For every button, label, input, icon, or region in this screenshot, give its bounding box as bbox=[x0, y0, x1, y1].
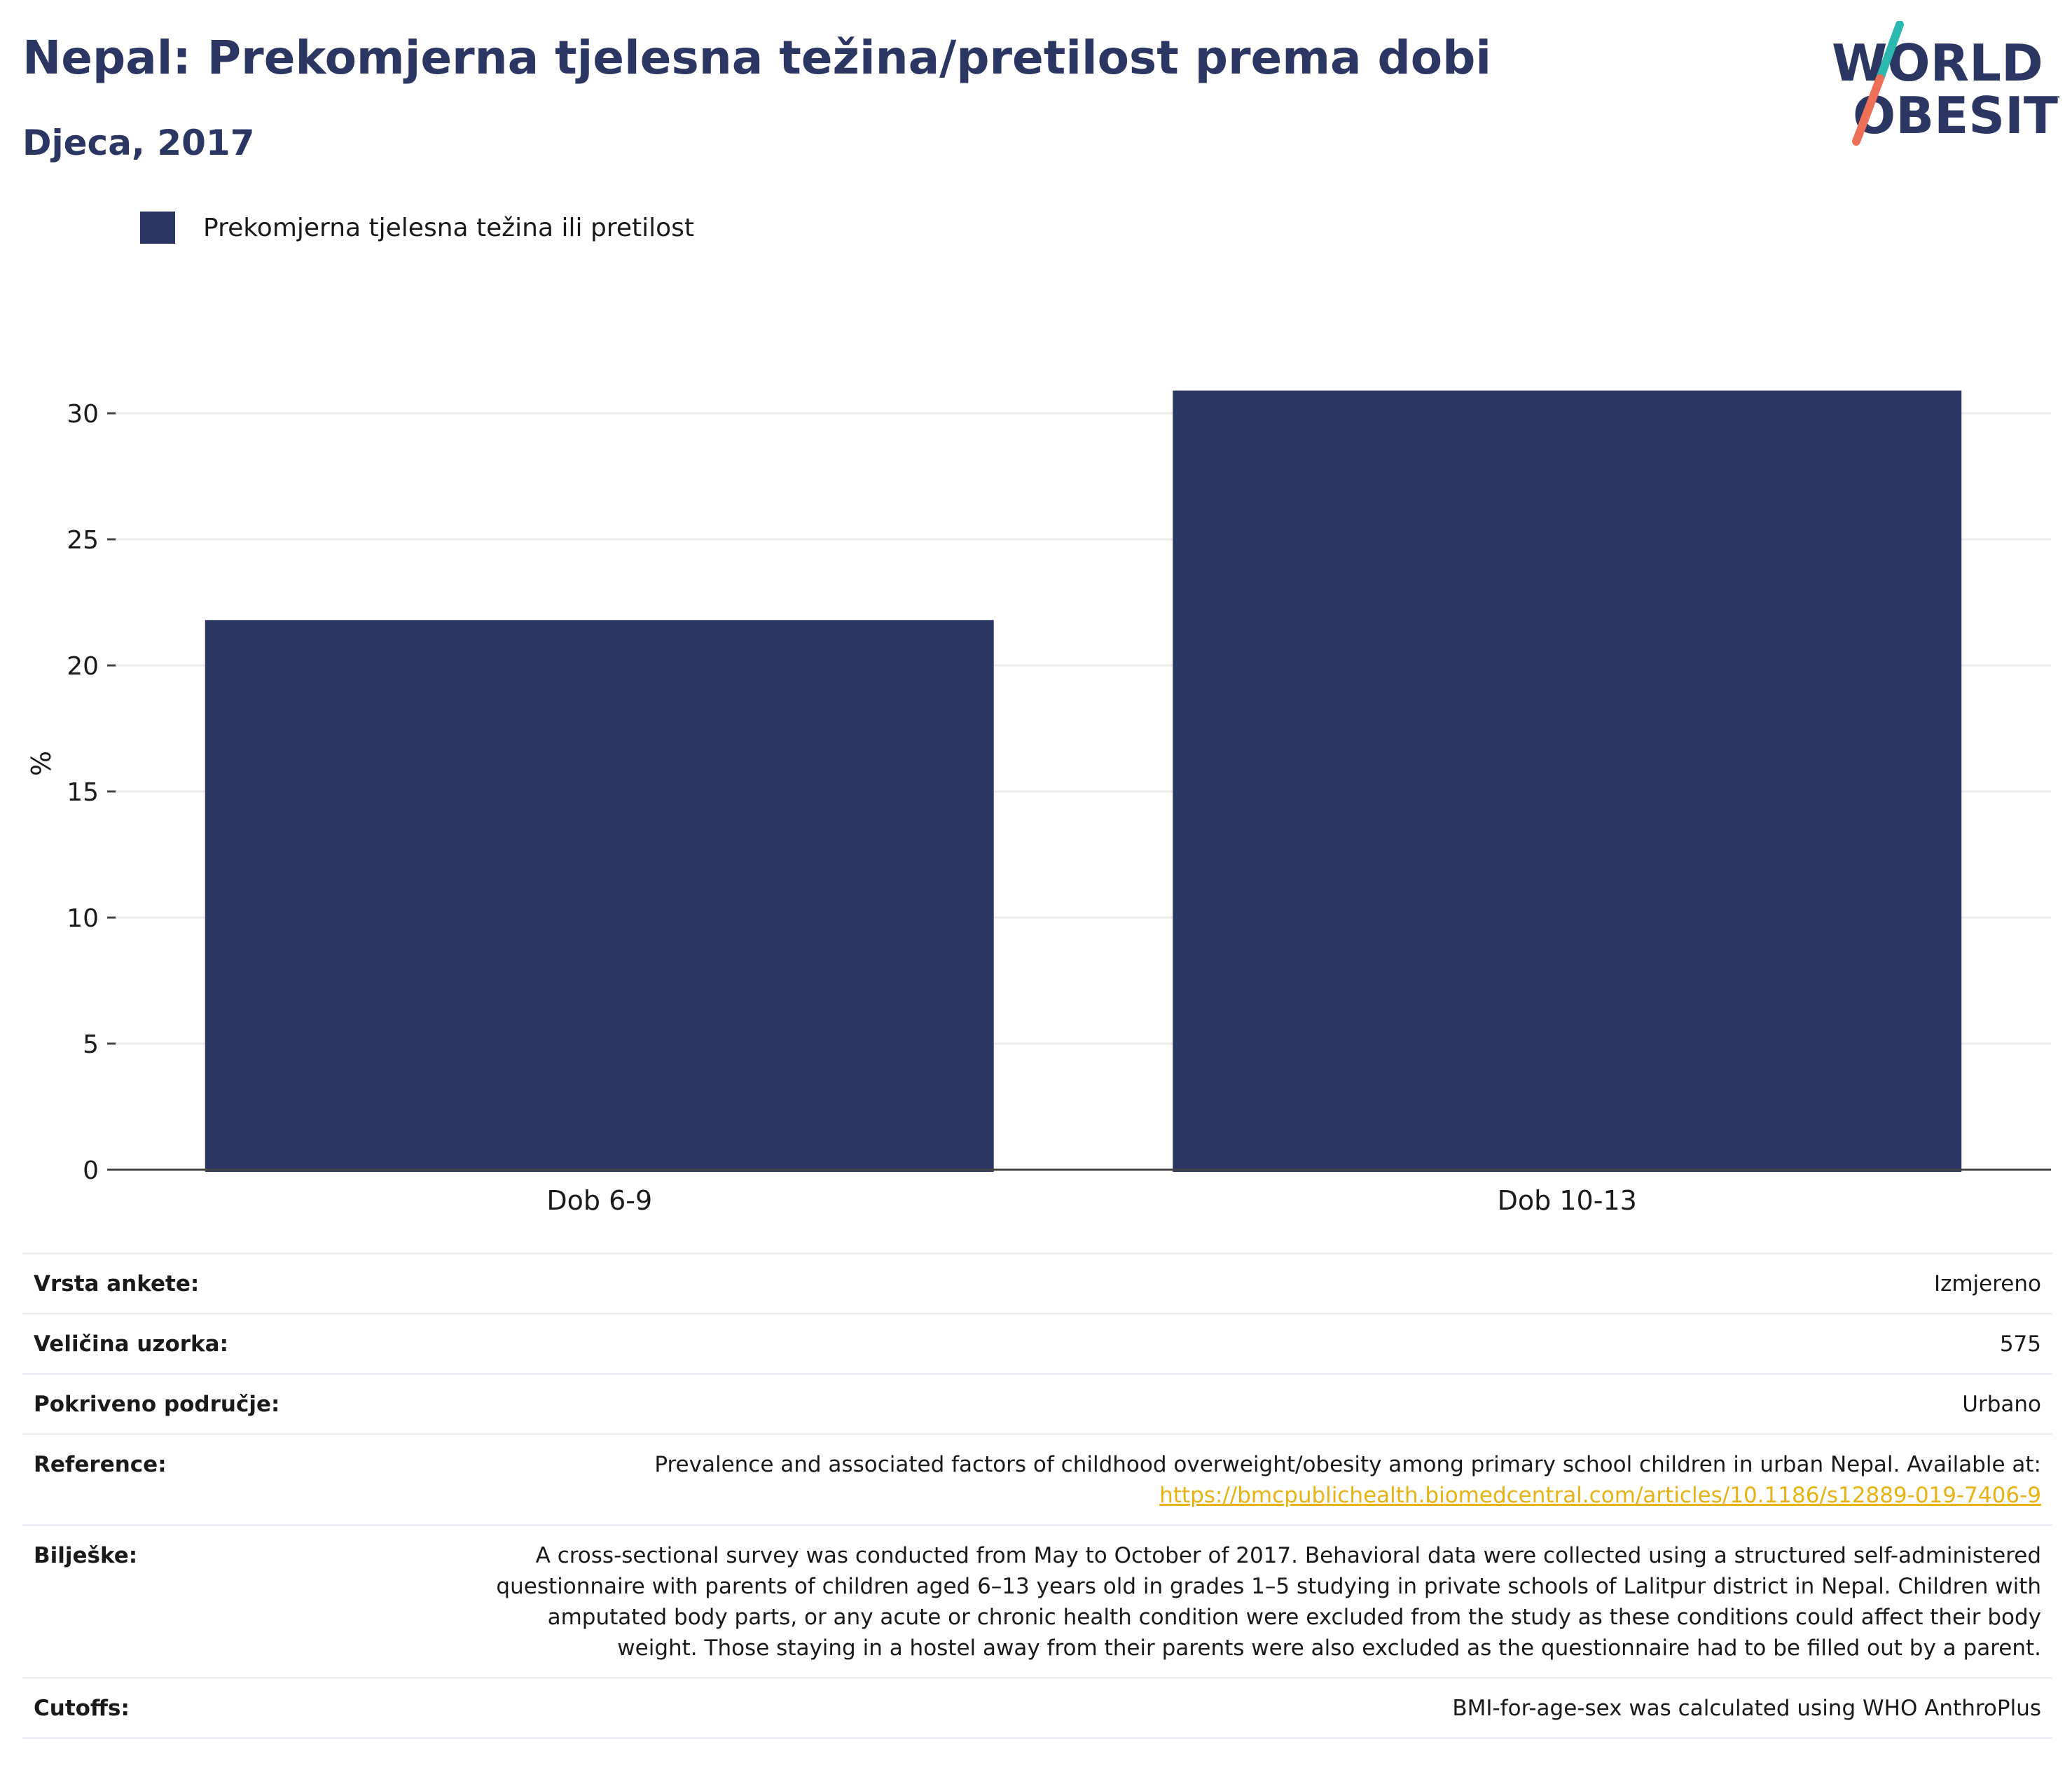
info-value: BMI-for-age-sex was calculated using WHO… bbox=[465, 1677, 2052, 1739]
bar-chart: 0 5 10 15 20 25 30 Dob 6-9 Dob 10-13 % bbox=[26, 390, 2051, 1216]
bar bbox=[205, 620, 994, 1172]
info-row-survey-type: Vrsta ankete: Izmjereno bbox=[22, 1252, 2052, 1314]
info-row-cutoffs: Cutoffs: BMI-for-age-sex was calculated … bbox=[22, 1677, 2052, 1739]
info-label: Bilješke: bbox=[22, 1524, 465, 1678]
chart-bars bbox=[205, 390, 1962, 1172]
info-value: Prevalence and associated factors of chi… bbox=[465, 1433, 2052, 1526]
legend-label: Prekomjerna tjelesna težina ili pretilos… bbox=[203, 213, 694, 242]
y-tick-label: 25 bbox=[67, 526, 99, 555]
logo-word-2: OBESITY bbox=[1853, 86, 2059, 145]
info-label: Pokriveno područje: bbox=[22, 1373, 465, 1434]
info-value: Izmjereno bbox=[465, 1252, 2052, 1314]
info-label: Vrsta ankete: bbox=[22, 1252, 465, 1314]
reference-text: Prevalence and associated factors of chi… bbox=[654, 1452, 2041, 1477]
info-row-reference: Reference: Prevalence and associated fac… bbox=[22, 1433, 2052, 1526]
info-label: Reference: bbox=[22, 1433, 465, 1526]
x-tick-label: Dob 10-13 bbox=[1498, 1185, 1637, 1216]
page-title: Nepal: Prekomjerna tjelesna težina/preti… bbox=[22, 31, 1492, 85]
bar bbox=[1173, 390, 1962, 1172]
x-tick-label: Dob 6-9 bbox=[546, 1185, 652, 1216]
logo-slash-teal bbox=[1876, 21, 1904, 83]
y-tick-label: 20 bbox=[67, 652, 99, 681]
y-tick-label: 0 bbox=[83, 1156, 99, 1185]
info-row-sample-size: Veličina uzorka: 575 bbox=[22, 1313, 2052, 1374]
info-label: Veličina uzorka: bbox=[22, 1313, 465, 1374]
world-obesity-logo: WORLD OBESITY bbox=[1832, 21, 2059, 146]
survey-info-table: Vrsta ankete: Izmjereno Veličina uzorka:… bbox=[22, 1252, 2052, 1739]
y-axis-label: % bbox=[26, 751, 57, 776]
logo-slash-coral bbox=[1852, 74, 1884, 146]
y-tick-label: 30 bbox=[67, 400, 99, 429]
y-tick-label: 5 bbox=[83, 1030, 99, 1059]
legend-swatch bbox=[140, 212, 175, 244]
chart-legend: Prekomjerna tjelesna težina ili pretilos… bbox=[140, 209, 694, 247]
info-row-notes: Bilješke: A cross-sectional survey was c… bbox=[22, 1524, 2052, 1678]
logo-word-1: WORLD bbox=[1832, 34, 2043, 92]
y-tick-label: 15 bbox=[67, 778, 99, 807]
info-value: Urbano bbox=[465, 1373, 2052, 1434]
info-label: Cutoffs: bbox=[22, 1677, 465, 1739]
y-tick-label: 10 bbox=[67, 904, 99, 933]
info-value: 575 bbox=[465, 1313, 2052, 1374]
chart-axes: 0 5 10 15 20 25 30 Dob 6-9 Dob 10-13 bbox=[67, 400, 2051, 1216]
info-row-area: Pokriveno područje: Urbano bbox=[22, 1373, 2052, 1434]
page-subtitle: Djeca, 2017 bbox=[22, 123, 255, 163]
info-value: A cross-sectional survey was conducted f… bbox=[465, 1524, 2052, 1678]
reference-link[interactable]: https://bmcpublichealth.biomedcentral.co… bbox=[1159, 1483, 2041, 1508]
